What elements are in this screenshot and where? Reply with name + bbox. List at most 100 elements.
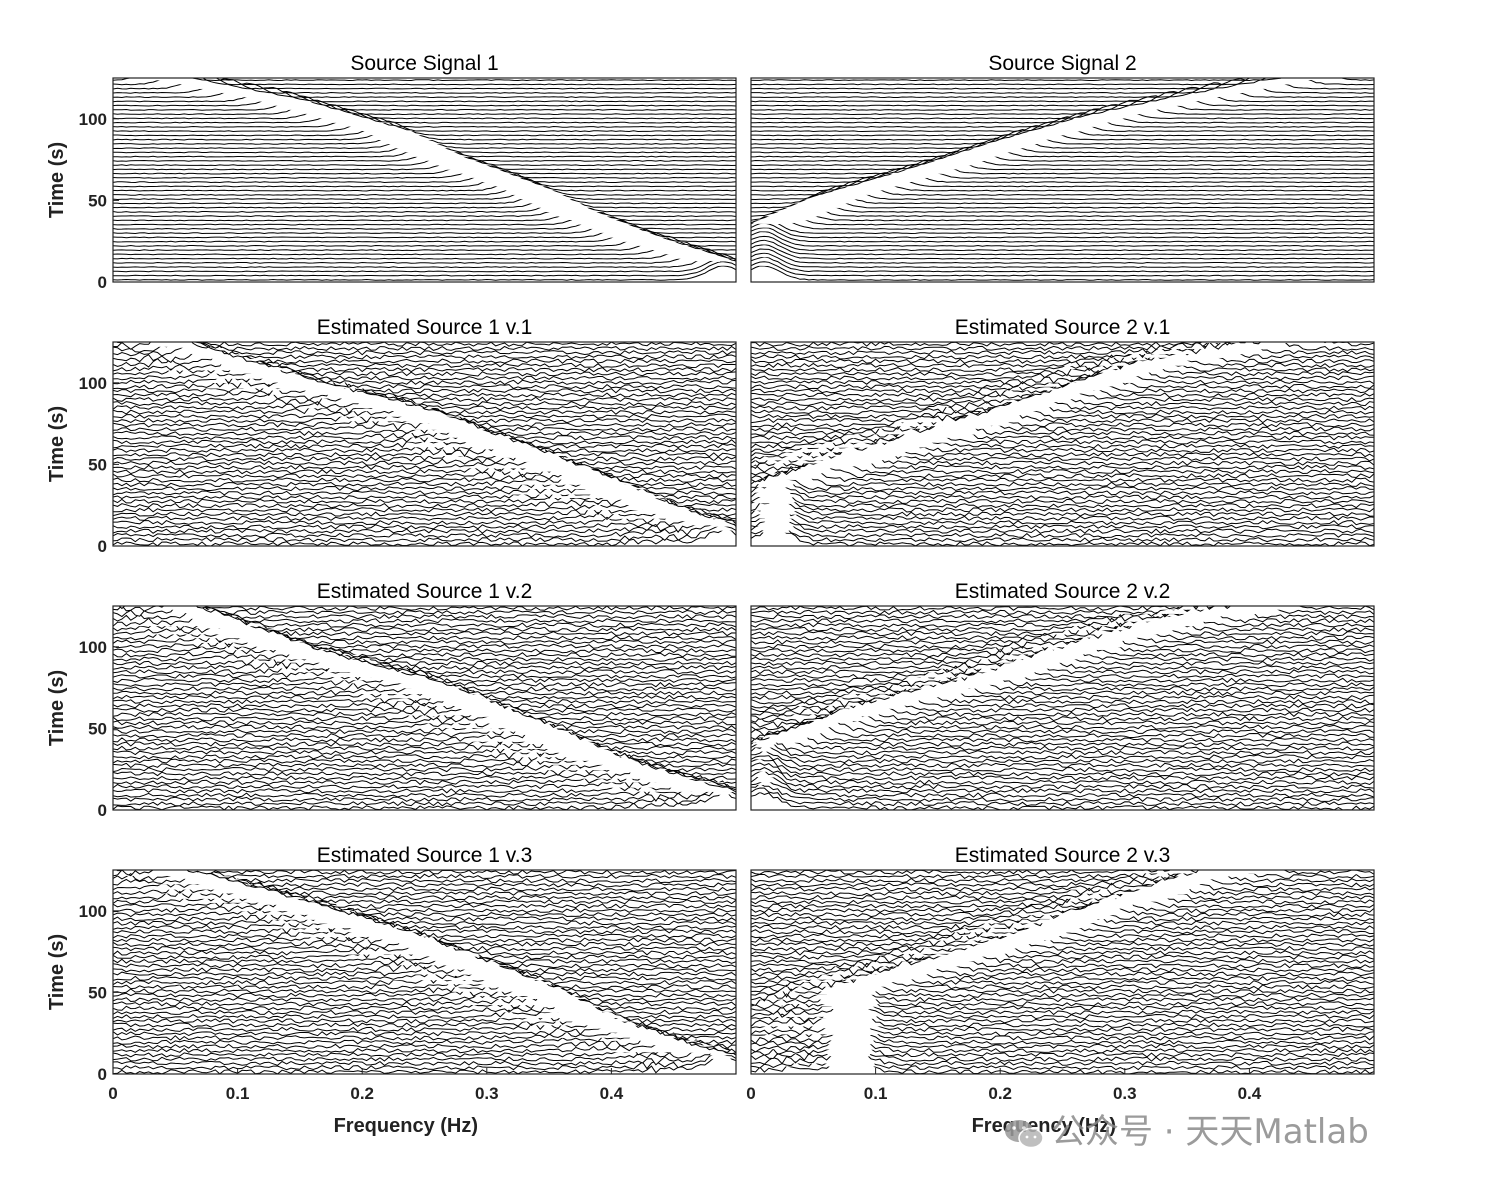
trace-line xyxy=(113,699,736,717)
trace-line xyxy=(751,358,1374,377)
trace-line xyxy=(751,740,1374,760)
trace-line xyxy=(751,342,1374,356)
trace-line xyxy=(751,925,1374,943)
trace-line xyxy=(751,108,1374,124)
trace-line xyxy=(113,383,736,403)
trace-line xyxy=(113,970,736,990)
trace-line xyxy=(113,125,736,141)
trace-line xyxy=(751,945,1374,964)
trace-line xyxy=(751,606,1374,624)
x-axis-label: Frequency (Hz) xyxy=(334,1115,478,1137)
trace-line xyxy=(113,159,736,175)
trace-line xyxy=(113,467,736,488)
y-tick-label: 50 xyxy=(88,191,107,210)
trace-line xyxy=(113,690,736,709)
trace-line xyxy=(113,1047,736,1067)
trace-line xyxy=(113,342,736,352)
trace-line xyxy=(113,520,736,539)
trace-line xyxy=(751,350,1374,368)
trace-line xyxy=(751,416,1374,437)
trace-line xyxy=(751,942,1374,960)
trace-line xyxy=(751,669,1374,688)
trace-line xyxy=(113,636,736,654)
trace-line xyxy=(113,472,736,492)
trace-line xyxy=(751,758,1374,777)
trace-line xyxy=(751,661,1374,679)
trace-line xyxy=(751,90,1374,107)
trace-line xyxy=(113,870,736,880)
trace-line xyxy=(113,920,736,939)
trace-line xyxy=(113,719,736,739)
subplot-title: Source Signal 2 xyxy=(988,52,1136,75)
trace-line xyxy=(751,625,1374,645)
x-tick-label: 0.3 xyxy=(475,1084,499,1103)
trace-line xyxy=(113,894,736,913)
trace-line xyxy=(751,154,1374,171)
waterfall-lines xyxy=(113,342,736,546)
trace-line xyxy=(751,473,1374,492)
plot-frame xyxy=(112,869,737,1075)
watermark: 公众号 · 天天Matlab xyxy=(1003,1104,1369,1153)
trace-line xyxy=(751,265,1374,281)
trace-line xyxy=(751,967,1374,986)
trace-line xyxy=(113,431,736,449)
trace-line xyxy=(751,494,1374,513)
trace-line xyxy=(751,523,1374,543)
trace-line xyxy=(751,506,1374,526)
trace-line xyxy=(113,1032,736,1050)
trace-line xyxy=(113,261,736,277)
trace-line xyxy=(113,248,736,264)
trace-line xyxy=(113,107,736,124)
subplot-title: Estimated Source 2 v.1 xyxy=(955,316,1171,339)
trace-line xyxy=(113,421,736,441)
y-tick-label: 100 xyxy=(79,374,107,393)
trace-line xyxy=(751,261,1374,277)
trace-line xyxy=(751,214,1374,230)
trace-line xyxy=(751,899,1374,918)
trace-line xyxy=(751,729,1374,747)
trace-line xyxy=(116,342,736,347)
trace-line xyxy=(751,723,1374,743)
trace-line xyxy=(751,256,1374,273)
trace-line xyxy=(113,707,736,726)
y-tick-label: 0 xyxy=(98,273,107,292)
trace-line xyxy=(113,512,736,530)
trace-line xyxy=(113,714,736,735)
trace-line xyxy=(751,374,1374,394)
subplot-5: Estimated Source 1 v.2 0 50 100 Time (s) xyxy=(46,580,737,820)
trace-line xyxy=(751,231,1374,247)
waterfall-lines xyxy=(751,78,1374,281)
y-axis-label: Time (s) xyxy=(46,670,68,746)
x-tick-label: 0.4 xyxy=(1238,1084,1262,1103)
trace-line xyxy=(113,1053,736,1071)
x-tick-label: 0.2 xyxy=(988,1084,1012,1103)
plot-frame xyxy=(750,869,1375,1075)
trace-line xyxy=(751,227,1374,243)
trace-line xyxy=(113,380,736,398)
trace-line xyxy=(113,175,736,192)
trace-line xyxy=(751,481,1374,500)
y-tick-label: 100 xyxy=(79,902,107,921)
trace-line xyxy=(113,455,736,475)
y-tick-label: 100 xyxy=(79,110,107,129)
trace-line xyxy=(751,86,1374,103)
trace-line xyxy=(751,870,1374,888)
trace-line xyxy=(113,732,736,751)
trace-line xyxy=(751,104,1374,120)
trace-line xyxy=(113,907,736,926)
trace-line xyxy=(113,376,736,394)
trace-line xyxy=(751,342,1374,351)
trace-line xyxy=(751,879,1374,897)
trace-line xyxy=(751,716,1374,734)
watermark-text: 公众号 · 天天Matlab xyxy=(1051,1112,1369,1152)
trace-line xyxy=(751,932,1374,952)
trace-line xyxy=(113,525,736,543)
trace-line xyxy=(113,354,736,373)
trace-line xyxy=(113,647,736,667)
trace-line xyxy=(751,881,1374,901)
trace-line xyxy=(113,1055,736,1074)
trace-line xyxy=(113,984,736,1003)
trace-line xyxy=(113,210,736,226)
trace-line xyxy=(113,954,736,973)
trace-line xyxy=(113,112,736,128)
